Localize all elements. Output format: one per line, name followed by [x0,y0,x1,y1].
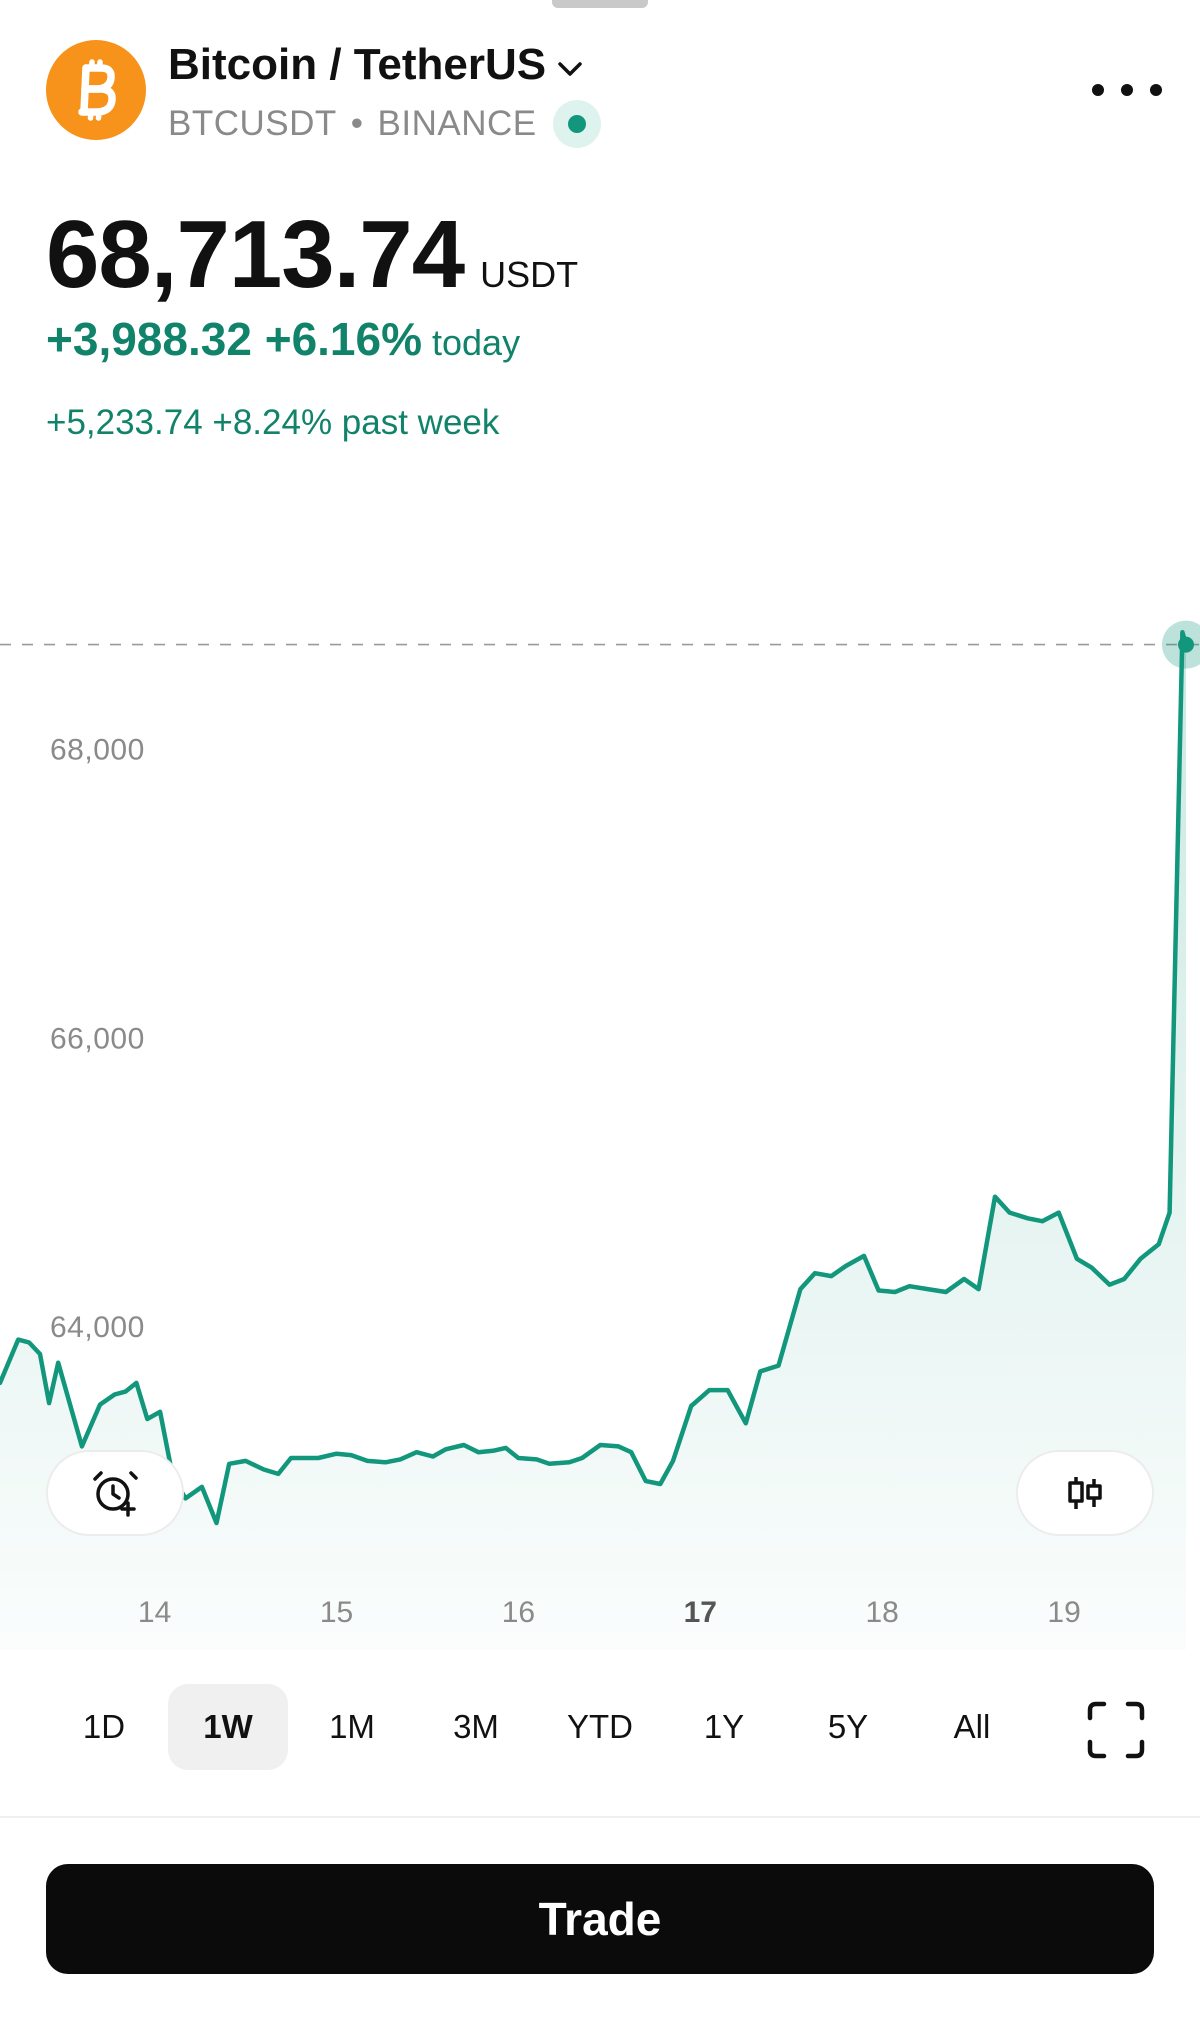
week-change: +5,233.74 +8.24% past week [46,403,500,442]
divider [0,1816,1200,1818]
symbol-name: Bitcoin / TetherUS [168,40,547,89]
price-row: 68,713.74 USDT [46,200,578,310]
range-1w[interactable]: 1W [168,1684,288,1770]
range-1m[interactable]: 1M [329,1708,375,1745]
sheet-grabber[interactable] [552,0,648,8]
price-unit: USDT [480,254,579,295]
range-ytd[interactable]: YTD [567,1708,633,1745]
more-horizontal-icon[interactable] [1092,68,1162,112]
candlestick-icon [1068,1477,1102,1509]
symbol-header: Bitcoin / TetherUS BTCUSDT • BINANCE [0,0,1200,150]
chart-type-button[interactable] [1016,1450,1154,1536]
y-tick-label: 68,000 [50,734,145,767]
x-tick-label: 14 [138,1596,171,1629]
exchange-label: BINANCE [377,104,537,143]
trade-button[interactable]: Trade [46,1864,1154,1974]
y-tick-label: 66,000 [50,1022,145,1055]
time-range-selector: 1D 1W 1M 3M YTD 1Y 5Y All [0,1680,1200,1772]
range-all[interactable]: All [953,1708,991,1745]
ticker-label: BTCUSDT [168,104,337,143]
symbol-title[interactable]: Bitcoin / TetherUS [168,40,584,90]
fullscreen-icon[interactable] [1084,1698,1148,1762]
separator-dot: • [350,104,364,143]
x-tick-label: 16 [502,1596,535,1629]
y-tick-label: 64,000 [50,1311,145,1344]
x-tick-label: 17 [684,1596,717,1629]
range-1y[interactable]: 1Y [703,1708,745,1745]
range-1d[interactable]: 1D [82,1708,126,1745]
range-5y[interactable]: 5Y [827,1708,869,1745]
x-tick-label: 18 [866,1596,899,1629]
last-point-marker [1178,636,1194,653]
chevron-down-icon [556,40,584,90]
bitcoin-b-glyph [78,59,116,121]
today-label: today [432,322,521,363]
live-status-icon [552,100,601,148]
last-price: 68,713.74 [46,201,465,308]
today-change-value: +3,988.32 +6.16% [46,313,422,365]
symbol-subtitle: BTCUSDT • BINANCE [168,100,601,148]
x-tick-label: 19 [1047,1596,1080,1629]
bitcoin-logo [46,40,146,140]
range-3m[interactable]: 3M [453,1708,499,1745]
price-area-fill [0,632,1186,1650]
today-change: +3,988.32 +6.16% today [46,312,520,366]
add-alert-button[interactable] [46,1450,184,1536]
x-tick-label: 15 [320,1596,353,1629]
add-alert-clock-icon [93,1471,138,1517]
